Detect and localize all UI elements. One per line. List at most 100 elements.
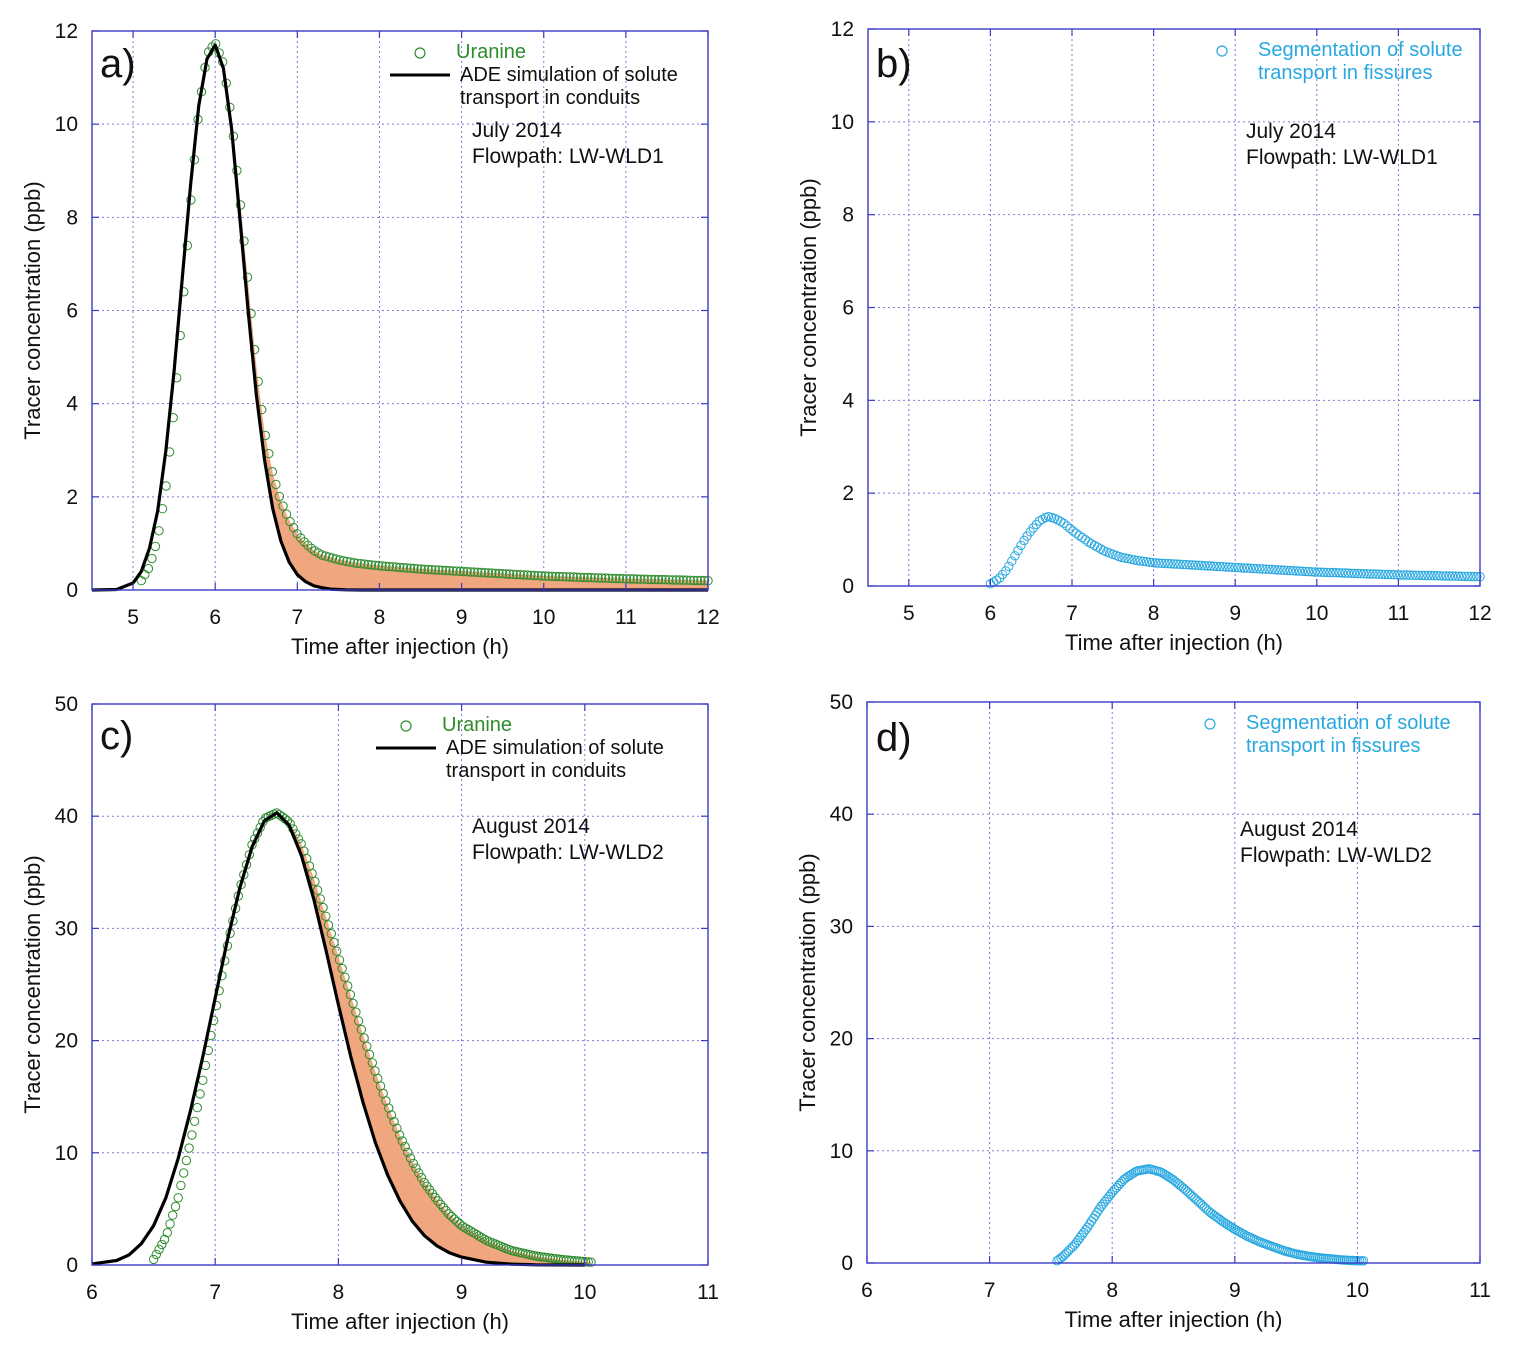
data-point (682, 575, 692, 585)
data-point (1245, 563, 1256, 573)
data-point (340, 972, 350, 982)
data-point (1432, 571, 1442, 581)
data-point (349, 558, 359, 568)
annotation-text: August 2014 (1240, 818, 1358, 841)
data-point (1120, 553, 1130, 563)
data-point (1209, 561, 1219, 571)
y-tick-label: 12 (831, 18, 854, 41)
data-point (543, 571, 554, 581)
data-point (1303, 566, 1314, 577)
data-point (192, 1102, 203, 1113)
x-tick-label: 7 (291, 606, 303, 629)
data-point (373, 561, 384, 571)
data-point (512, 569, 522, 580)
data-point (1466, 571, 1476, 582)
data-point (1423, 570, 1433, 581)
data-point (625, 574, 635, 584)
data-point (1184, 560, 1195, 570)
data-point (1389, 570, 1400, 580)
y-tick-label: 10 (830, 1140, 853, 1163)
data-point (1242, 563, 1253, 573)
data-point (343, 981, 353, 991)
data-point (614, 573, 625, 584)
data-point (359, 1033, 369, 1043)
y-tick-label: 6 (842, 297, 854, 320)
data-point (1334, 568, 1344, 578)
data-point (317, 550, 327, 560)
data-point (405, 1153, 416, 1163)
data-point (667, 575, 678, 585)
data-point (434, 565, 444, 575)
y-tick-label: 8 (842, 204, 854, 227)
data-point (1150, 558, 1161, 568)
data-point (444, 1209, 454, 1219)
y-tick-label: 40 (830, 803, 853, 826)
data-point (165, 1219, 175, 1229)
data-point (664, 575, 674, 585)
data-point (1157, 558, 1167, 568)
y-axis-label: Tracer concentration (ppb) (795, 853, 820, 1111)
panel-label: a) (100, 42, 136, 86)
data-point (1331, 568, 1341, 578)
data-point (1193, 560, 1204, 570)
ade-simulation-line (91, 43, 708, 592)
y-axis-label: Tracer concentration (ppb) (20, 855, 45, 1113)
data-point (370, 560, 380, 570)
data-point (1417, 570, 1427, 581)
data-point (1236, 563, 1247, 573)
data-point (320, 551, 331, 561)
data-point (366, 560, 377, 570)
data-point (1215, 561, 1225, 572)
data-point (400, 1141, 410, 1152)
data-point (274, 491, 285, 502)
y-tick-label: 4 (842, 389, 854, 412)
data-point (427, 565, 437, 575)
data-point (586, 1257, 596, 1267)
data-point (1429, 571, 1439, 581)
data-point (332, 946, 342, 956)
y-axis-label: Tracer concentration (ppb) (796, 178, 821, 436)
y-tick-label: 0 (842, 575, 854, 598)
legend-entry-label: Segmentation of solute (1246, 712, 1451, 734)
data-point (466, 567, 476, 577)
x-tick-label: 9 (1229, 602, 1241, 625)
data-point (463, 1224, 473, 1235)
data-point (352, 558, 362, 568)
data-point (526, 570, 536, 580)
data-point (363, 559, 373, 570)
data-point (579, 572, 589, 583)
data-point (497, 569, 508, 579)
data-point (446, 1211, 457, 1222)
data-point (1031, 519, 1042, 530)
data-point (1313, 567, 1323, 577)
data-point (565, 572, 575, 582)
data-point (1129, 555, 1139, 565)
data-point (1438, 571, 1449, 581)
data-point (1181, 559, 1191, 570)
legend-entry-label: Segmentation of solute (1258, 39, 1463, 61)
data-point (310, 876, 320, 887)
panel-c: 6 7 8 9 10 11 0 10 20 30 40 50 Time after injection … (20, 693, 719, 1334)
data-point (1447, 571, 1458, 581)
data-point (476, 1232, 487, 1243)
y-tick-label: 30 (830, 915, 853, 938)
data-point (593, 573, 603, 583)
data-point (239, 236, 249, 246)
data-point (1095, 544, 1106, 554)
annotation-text: Flowpath: LW-WLD1 (472, 145, 664, 168)
data-point (1147, 557, 1158, 568)
data-point (1088, 1213, 1099, 1223)
data-point (306, 543, 316, 553)
data-point (582, 572, 593, 583)
data-point (162, 1228, 173, 1238)
data-point (414, 1168, 424, 1178)
data-point (1230, 562, 1240, 573)
data-point (1401, 570, 1412, 580)
data-point (402, 563, 412, 573)
data-point (435, 1199, 446, 1210)
data-point (449, 1214, 459, 1224)
data-point (675, 575, 685, 585)
data-point (1267, 564, 1277, 575)
data-point (504, 569, 515, 579)
data-point (195, 1089, 205, 1099)
